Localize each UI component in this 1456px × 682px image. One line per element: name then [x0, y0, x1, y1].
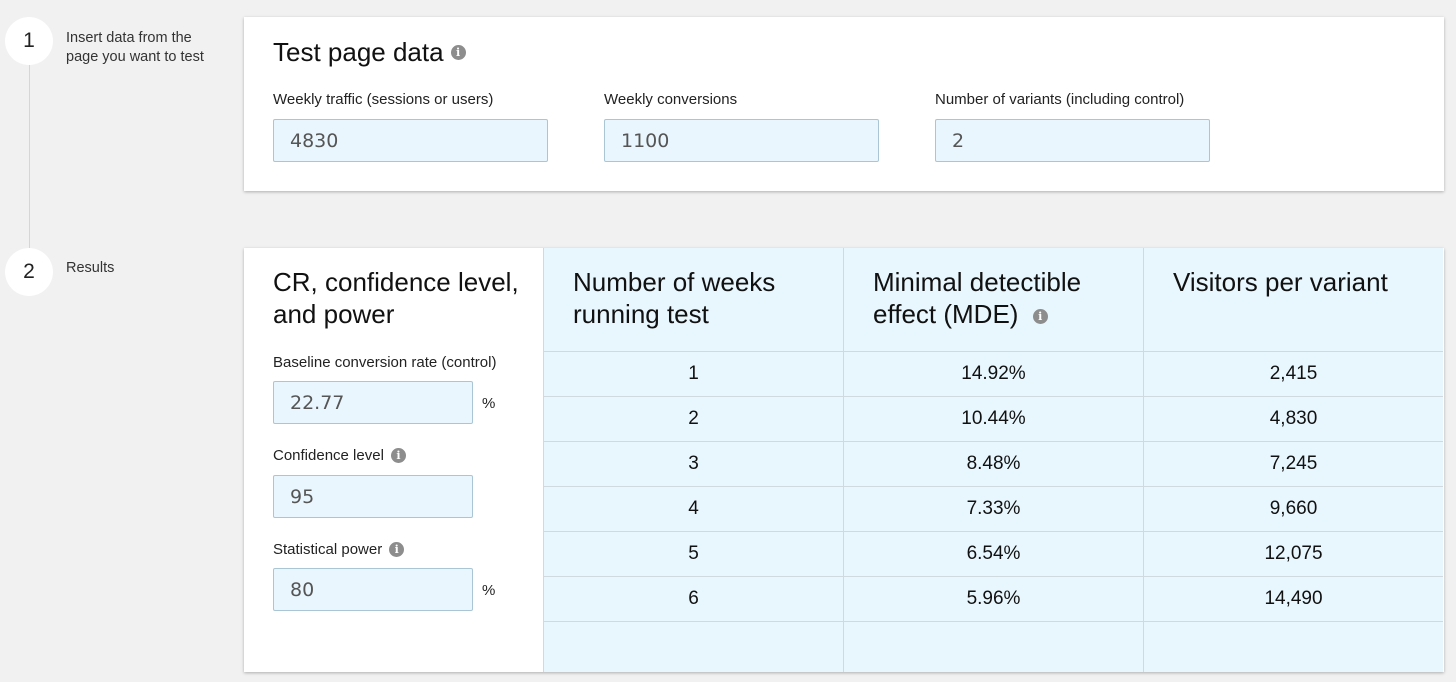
mde-column: Minimal detectible effect (MDE) i 14.92%… [843, 248, 1143, 672]
weekly-conversions-input[interactable] [604, 119, 879, 162]
variants-input[interactable] [935, 119, 1210, 162]
weeks-cell: 2 [544, 397, 843, 442]
step-2-label: Results [66, 260, 115, 276]
mde-cell: 8.48% [844, 442, 1143, 487]
info-icon[interactable]: i [1032, 308, 1048, 324]
statistical-power-unit: % [482, 582, 496, 599]
step-1-label: Insert data from the page you want to te… [66, 30, 204, 65]
weekly-traffic-label: Weekly traffic (sessions or users) [273, 91, 494, 108]
confidence-level-label: Confidence level [273, 447, 384, 464]
info-icon[interactable]: i [450, 45, 466, 60]
mde-cell: 14.92% [844, 352, 1143, 397]
mde-cell: 7.33% [844, 487, 1143, 532]
confidence-level-input[interactable] [273, 475, 473, 518]
statistical-power-input[interactable] [273, 568, 473, 611]
mde-cell: 6.54% [844, 532, 1143, 577]
visitors-cell: 4,830 [1144, 397, 1443, 442]
test-page-data-title: Test page data [273, 37, 444, 67]
weeks-cell: 5 [544, 532, 843, 577]
info-icon[interactable]: i [389, 542, 405, 557]
weeks-column-header: Number of weeks running test [544, 248, 843, 352]
test-page-data-card: Test page data i Weekly traffic (session… [244, 17, 1444, 191]
weeks-cell: 4 [544, 487, 843, 532]
statistical-power-heading: Statistical power i [273, 541, 405, 558]
visitors-cell: 2,415 [1144, 352, 1443, 397]
weekly-traffic-input[interactable] [273, 119, 548, 162]
mde-cell: 10.44% [844, 397, 1143, 442]
baseline-rate-input[interactable] [273, 381, 473, 424]
info-icon[interactable]: i [390, 448, 406, 463]
visitors-column: Visitors per variant 2,415 4,830 7,245 9… [1143, 248, 1443, 672]
weeks-cell: 1 [544, 352, 843, 397]
confidence-level-heading: Confidence level i [273, 447, 406, 464]
visitors-cell: 9,660 [1144, 487, 1443, 532]
weeks-column: Number of weeks running test 1 2 3 4 5 6 [543, 248, 843, 672]
weekly-conversions-label: Weekly conversions [604, 91, 738, 108]
mde-column-title: Minimal detectible effect (MDE) [873, 267, 1082, 329]
settings-title: CR, confidence level, and power [273, 267, 519, 329]
visitors-cell: 7,245 [1144, 442, 1443, 487]
step-connector [29, 60, 30, 260]
results-card: CR, confidence level, and power Baseline… [244, 248, 1444, 672]
visitors-cell: 12,075 [1144, 532, 1443, 577]
mde-cell: 5.96% [844, 577, 1143, 622]
statistical-power-label: Statistical power [273, 541, 383, 558]
visitors-column-header: Visitors per variant [1144, 248, 1443, 352]
step-1-badge: 1 [5, 17, 53, 65]
variants-label: Number of variants (including control) [935, 91, 1185, 108]
visitors-cell: 14,490 [1144, 577, 1443, 622]
baseline-rate-unit: % [482, 395, 496, 412]
step-2-badge: 2 [5, 248, 53, 296]
weeks-cell: 6 [544, 577, 843, 622]
baseline-rate-label: Baseline conversion rate (control) [273, 354, 497, 371]
mde-column-header: Minimal detectible effect (MDE) i [844, 248, 1143, 352]
weeks-cell: 3 [544, 442, 843, 487]
test-page-data-heading: Test page data i [273, 37, 466, 68]
